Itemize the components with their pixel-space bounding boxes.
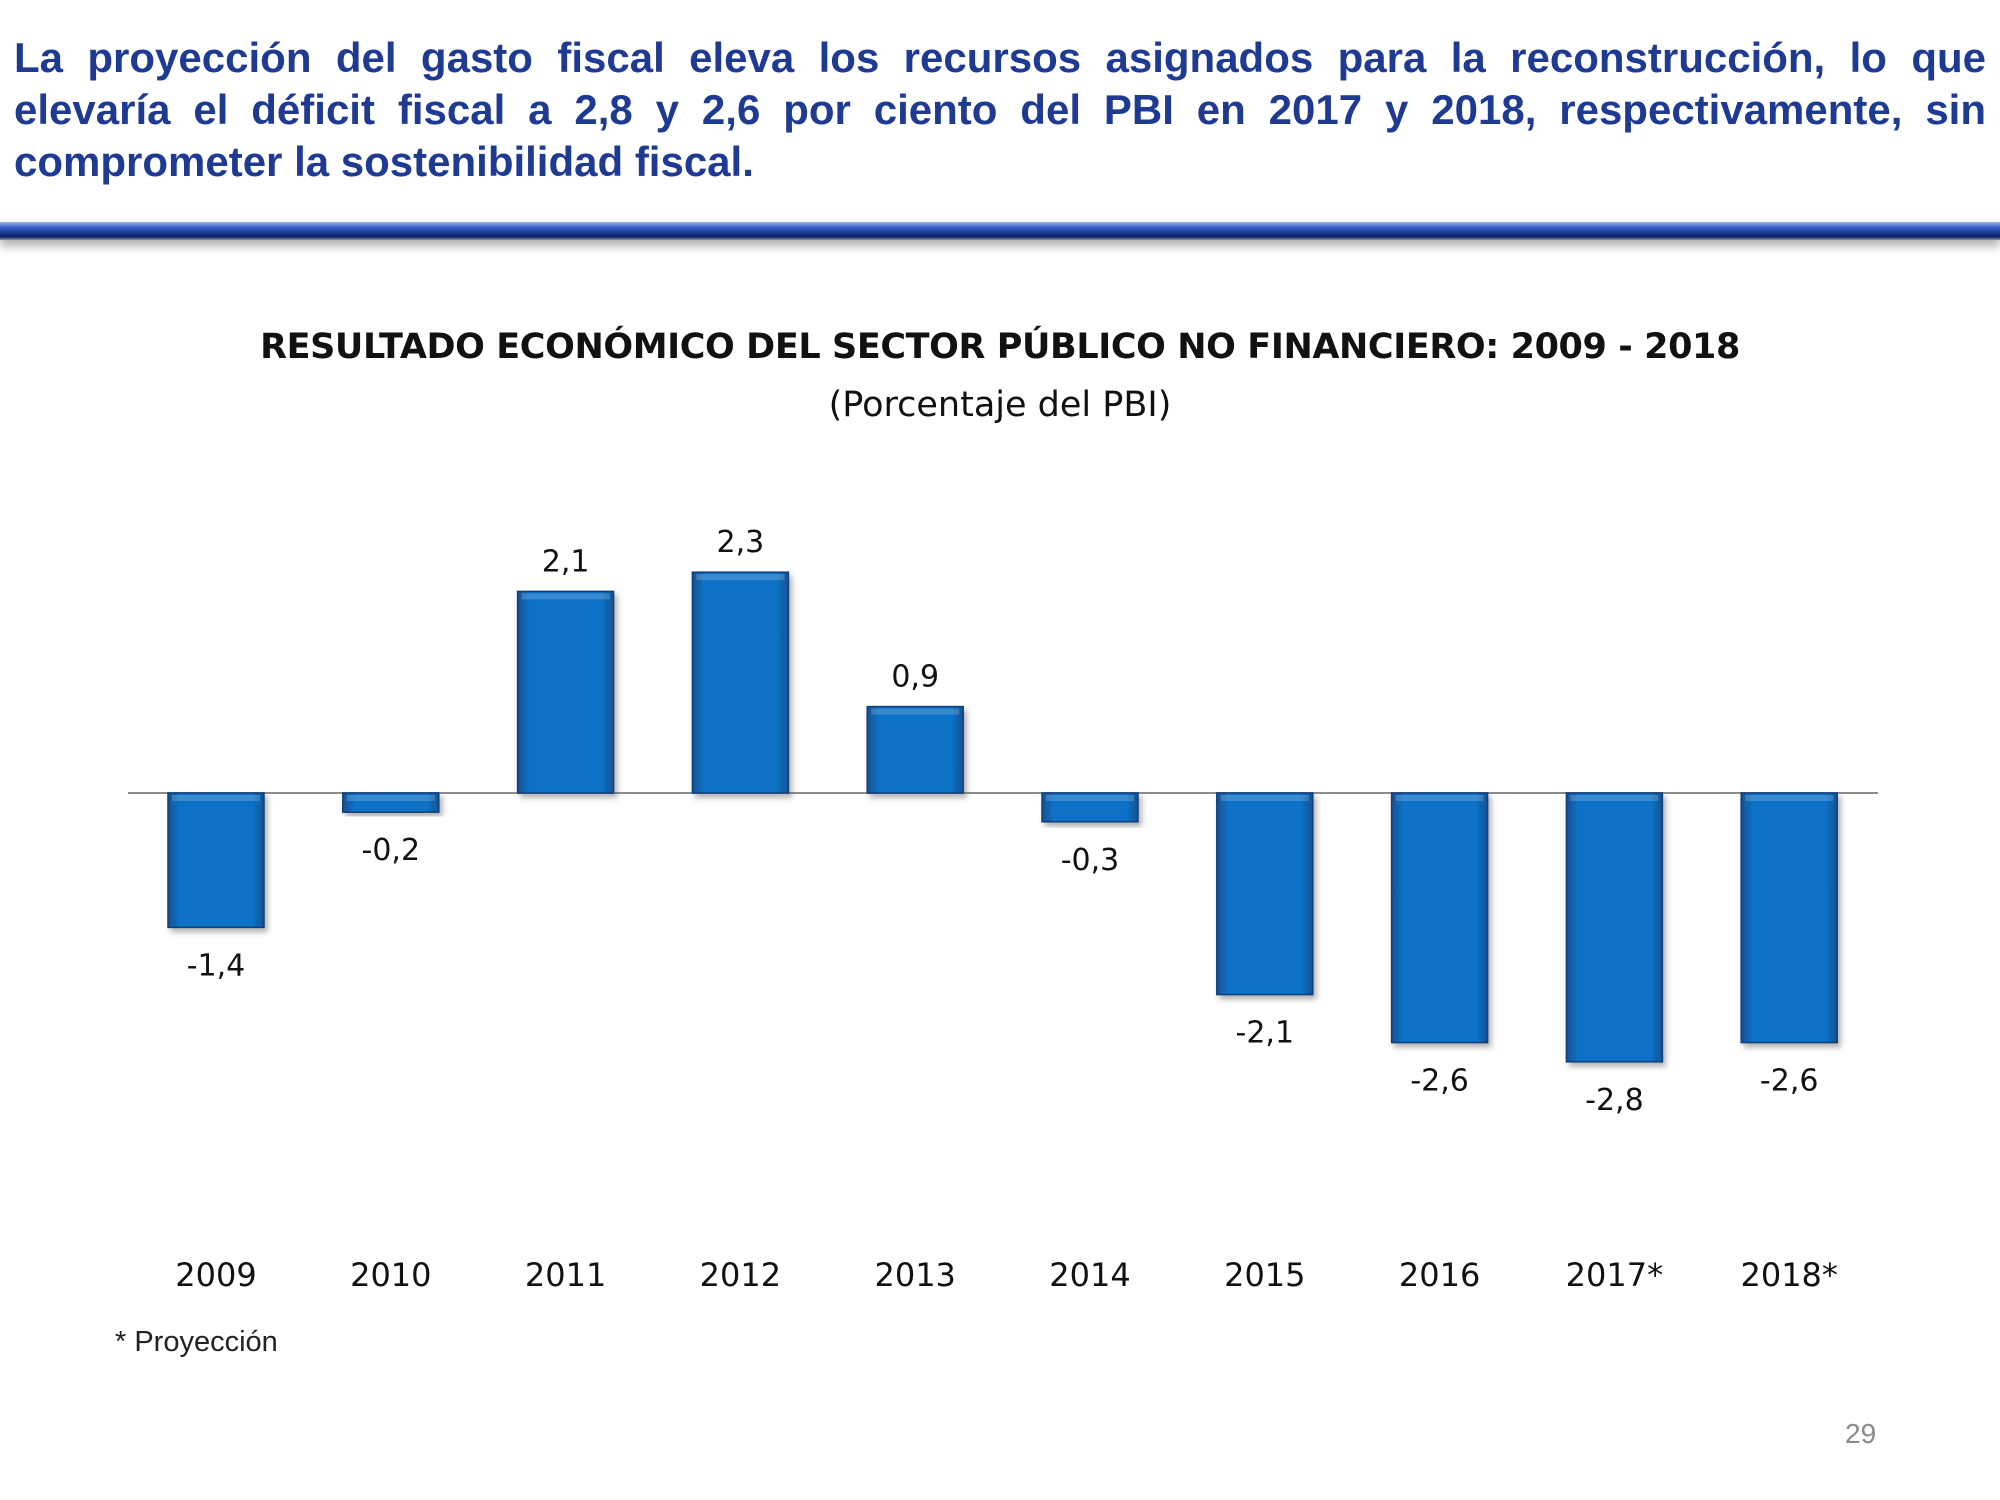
bar-2014 <box>1041 792 1139 823</box>
bar-2013 <box>866 705 964 794</box>
bar-highlight <box>1220 795 1309 801</box>
category-label: 2017* <box>1566 1256 1663 1294</box>
bar-2016 <box>1390 792 1489 1044</box>
bar-highlight <box>696 574 785 581</box>
bar-highlight <box>1046 795 1134 801</box>
category-label: 2016 <box>1399 1256 1480 1294</box>
data-label: 0,9 <box>891 660 939 695</box>
data-label: -1,4 <box>187 948 246 983</box>
bar-highlight <box>1395 795 1484 801</box>
data-label: -2,6 <box>1410 1064 1469 1099</box>
footnote: * Proyección <box>115 1326 278 1358</box>
category-label: 2011 <box>525 1256 606 1294</box>
data-label: -2,1 <box>1236 1016 1295 1051</box>
bar-2017 <box>1565 792 1664 1063</box>
data-label: -2,8 <box>1585 1083 1644 1118</box>
bar-2018 <box>1740 792 1838 1044</box>
bar-highlight <box>1745 795 1834 801</box>
bar-highlight <box>346 795 435 801</box>
category-label: 2015 <box>1224 1256 1305 1294</box>
chart-title: RESULTADO ECONÓMICO DEL SECTOR PÚBLICO N… <box>260 327 1740 367</box>
category-label: 2009 <box>175 1256 256 1294</box>
data-label: -0,2 <box>362 833 421 868</box>
category-label: 2010 <box>350 1256 431 1294</box>
bar-highlight <box>172 795 260 801</box>
bar-chart: -1,4 2009 -0,2 2010 2,1 2011 2,3 2012 0,9 2013 -0,… <box>128 525 1878 1294</box>
bar-highlight <box>871 708 960 715</box>
bar-2009 <box>167 792 265 929</box>
category-label: 2018* <box>1740 1256 1837 1294</box>
category-label: 2012 <box>700 1256 781 1294</box>
page-number: 29 <box>1845 1418 1877 1449</box>
bar-2010 <box>342 792 440 813</box>
data-label: 2,3 <box>717 525 765 560</box>
bar-2011 <box>516 590 615 794</box>
data-label: -2,6 <box>1760 1064 1819 1099</box>
header-divider <box>0 222 2000 240</box>
bar-highlight <box>521 593 610 600</box>
bar-2012 <box>691 571 790 794</box>
category-label: 2013 <box>874 1256 955 1294</box>
headline-text: La proyección del gasto fiscal eleva los… <box>14 34 1986 185</box>
bar-highlight <box>1570 795 1659 801</box>
bar-2015 <box>1216 792 1314 996</box>
category-label: 2014 <box>1049 1256 1130 1294</box>
chart-subtitle: (Porcentaje del PBI) <box>828 385 1172 425</box>
data-label: -0,3 <box>1061 843 1120 878</box>
data-label: 2,1 <box>542 544 590 579</box>
